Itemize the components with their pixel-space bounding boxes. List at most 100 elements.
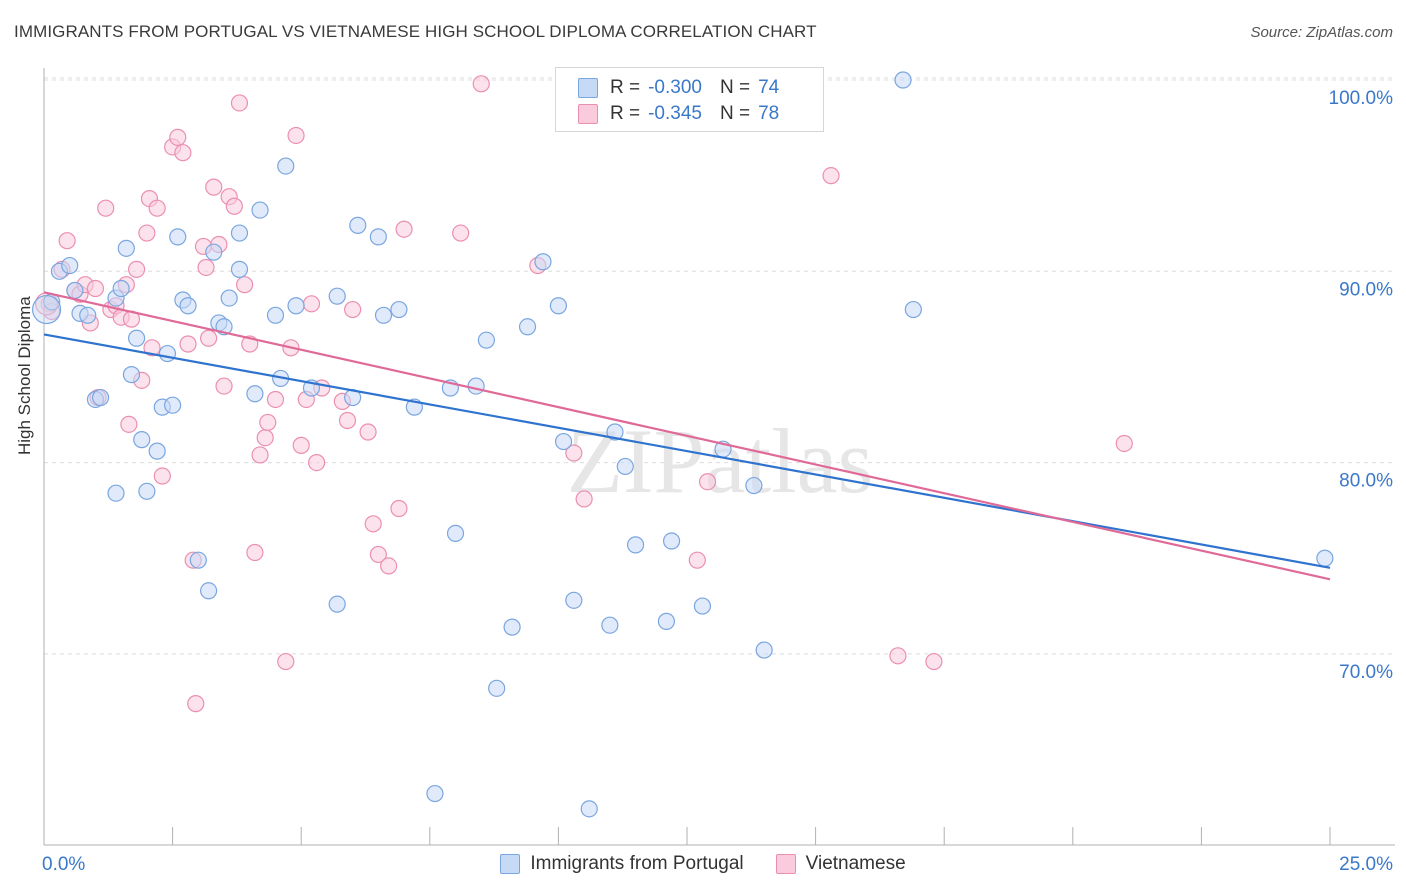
point-portugal <box>169 228 187 246</box>
point-vietnamese <box>127 260 146 278</box>
trend-line-vietnamese <box>43 291 1331 581</box>
trend-lines <box>43 291 1331 581</box>
point-portugal <box>164 396 182 414</box>
point-portugal <box>549 297 568 315</box>
legend-item-portugal[interactable]: Immigrants from Portugal <box>500 853 744 875</box>
point-vietnamese <box>197 258 215 277</box>
legend-r-value: -0.300 <box>648 77 702 98</box>
point-portugal <box>133 431 151 449</box>
point-portugal <box>1316 549 1334 567</box>
series-legend: Immigrants from Portugal Vietnamese <box>0 853 1406 875</box>
point-portugal <box>477 331 495 349</box>
point-vietnamese <box>86 279 105 298</box>
point-portugal <box>503 618 521 636</box>
point-vietnamese <box>822 167 840 185</box>
point-vietnamese <box>153 467 171 485</box>
point-portugal <box>369 228 387 246</box>
y-tick-label: 80.0% <box>1339 471 1393 492</box>
point-vietnamese <box>287 126 305 145</box>
legend-swatch-pink <box>578 104 598 124</box>
point-portugal <box>374 306 393 324</box>
point-portugal <box>148 442 166 460</box>
point-portugal <box>580 800 598 818</box>
point-portugal <box>127 329 146 347</box>
point-vietnamese <box>390 499 408 518</box>
point-portugal <box>66 281 84 300</box>
point-vietnamese <box>215 377 233 395</box>
point-vietnamese <box>688 551 706 569</box>
legend-row-vietnamese: R = -0.345 N = 78 <box>578 102 779 126</box>
point-portugal <box>426 784 444 803</box>
point-portugal <box>534 253 552 271</box>
point-portugal <box>200 582 218 600</box>
series-vietnamese <box>34 75 1133 713</box>
point-vietnamese <box>179 335 197 353</box>
point-vietnamese <box>369 545 387 564</box>
point-vietnamese <box>225 197 243 215</box>
point-vietnamese <box>1115 434 1133 453</box>
point-vietnamese <box>277 652 295 671</box>
point-vietnamese <box>148 199 166 217</box>
point-portugal <box>390 300 408 319</box>
point-vietnamese <box>380 557 398 575</box>
point-portugal <box>122 366 141 384</box>
axes <box>43 68 1395 846</box>
point-portugal <box>328 595 346 613</box>
point-portugal <box>606 423 624 441</box>
point-vietnamese <box>292 436 310 454</box>
point-vietnamese <box>205 178 223 196</box>
point-vietnamese <box>472 75 490 93</box>
point-vietnamese <box>143 339 161 357</box>
chart-source: Source: ZipAtlas.com <box>1250 24 1393 41</box>
x-tick-label: 25.0% <box>1339 854 1393 875</box>
legend-label-portugal: Immigrants from Portugal <box>530 853 744 874</box>
point-portugal <box>266 306 285 324</box>
point-portugal <box>179 297 197 315</box>
legend-item-vietnamese[interactable]: Vietnamese <box>775 853 906 875</box>
point-portugal <box>287 297 305 315</box>
point-vietnamese <box>565 444 583 462</box>
x-tick-label: 0.0% <box>42 854 85 875</box>
point-vietnamese <box>364 515 382 533</box>
point-vietnamese <box>200 329 218 347</box>
point-vietnamese <box>302 295 321 313</box>
point-portugal <box>31 294 62 325</box>
point-portugal <box>565 591 583 609</box>
point-vietnamese <box>169 128 187 146</box>
point-portugal <box>446 524 465 542</box>
legend-n-label: N = <box>719 77 751 98</box>
tick-labels: 70.0% 80.0% 90.0% 100.0% 0.0% 25.0% <box>42 88 1393 875</box>
point-vietnamese <box>120 415 138 433</box>
legend-r-value: -0.345 <box>648 103 702 124</box>
point-vietnamese <box>230 94 249 112</box>
point-vietnamese <box>698 473 717 491</box>
legend-row-portugal: R = -0.300 N = 74 <box>578 76 779 100</box>
point-portugal <box>662 532 681 550</box>
point-portugal <box>693 597 712 615</box>
legend-n-label: N = <box>719 103 751 124</box>
legend-swatch-pink <box>775 854 796 874</box>
point-portugal <box>61 256 79 275</box>
point-portugal <box>230 224 249 242</box>
series-portugal <box>31 67 1334 818</box>
point-vietnamese <box>256 429 274 447</box>
legend-r-label: R = <box>610 77 641 98</box>
point-portugal <box>601 616 619 634</box>
point-portugal <box>189 551 207 569</box>
point-portugal <box>349 216 367 234</box>
point-vietnamese <box>266 390 285 409</box>
point-vietnamese <box>97 199 115 217</box>
point-vietnamese <box>187 695 205 713</box>
point-vietnamese <box>58 232 76 250</box>
point-portugal <box>158 344 177 363</box>
point-vietnamese <box>889 647 907 665</box>
point-portugal <box>657 612 676 630</box>
point-vietnamese <box>246 543 264 562</box>
chart-title: IMMIGRANTS FROM PORTUGAL VS VIETNAMESE H… <box>14 22 817 41</box>
point-vietnamese <box>251 446 269 464</box>
point-portugal <box>246 385 264 403</box>
point-vietnamese <box>359 423 377 441</box>
point-portugal <box>91 388 110 407</box>
legend-swatch-blue <box>578 78 598 98</box>
point-portugal <box>328 287 346 305</box>
